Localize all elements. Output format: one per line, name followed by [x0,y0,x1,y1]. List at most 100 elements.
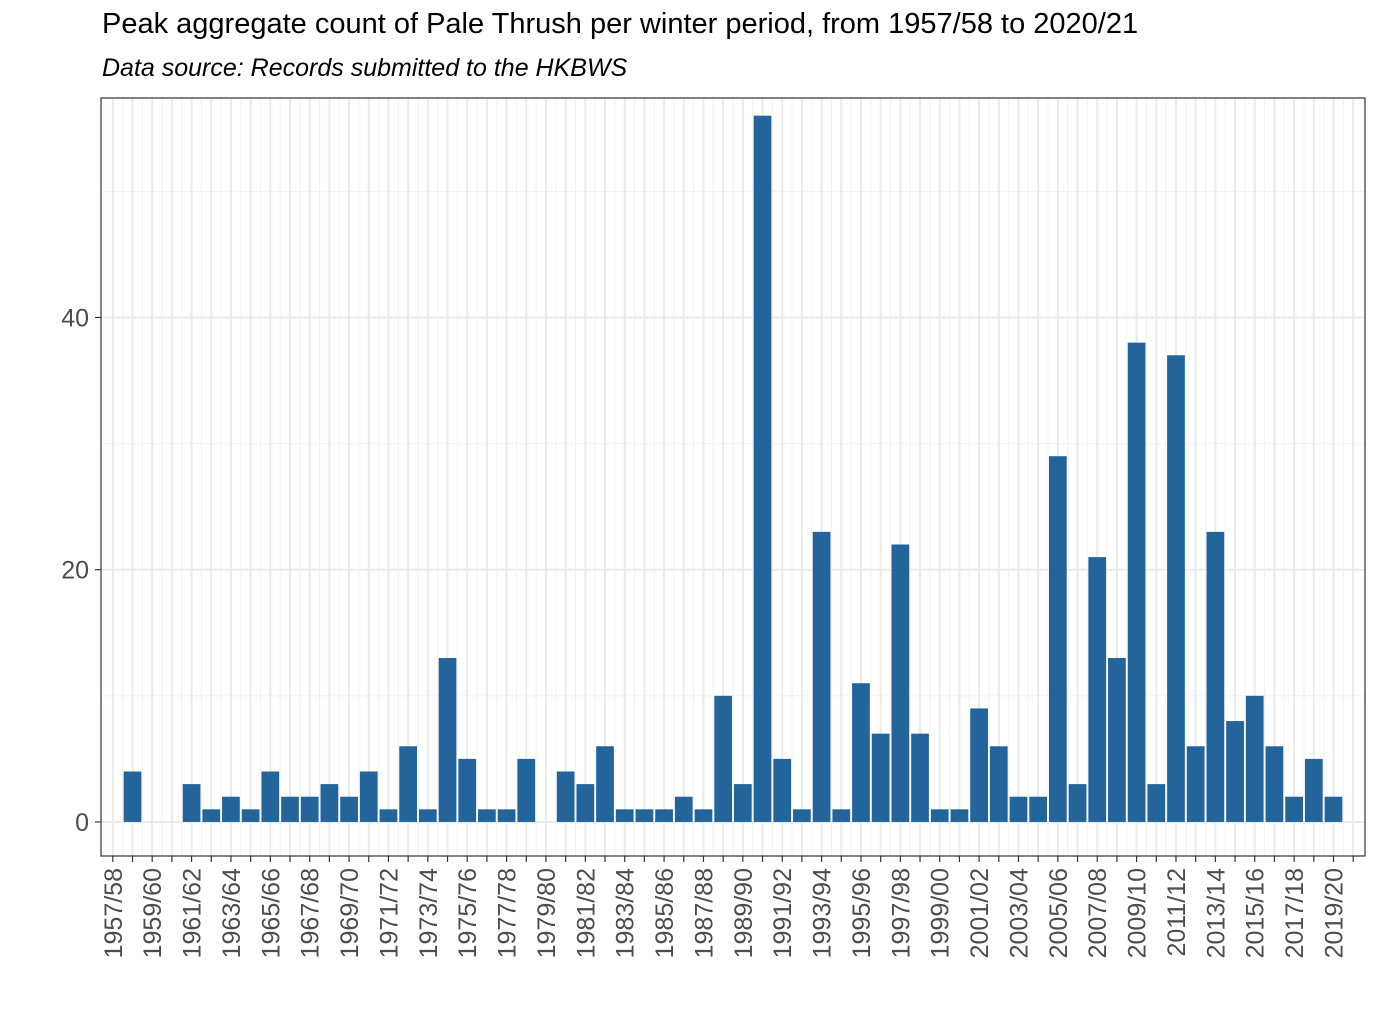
bar-1963/64 [222,796,240,822]
x-tick-label: 1961/62 [179,868,207,958]
bar-1978/79 [517,758,536,822]
x-tick-label: 1963/64 [218,868,246,958]
bar-2011/12 [1167,355,1185,822]
y-tick-label: 0 [75,809,89,837]
bar-1971/72 [379,809,398,822]
x-tick-label: 1995/96 [848,868,876,958]
bar-1976/77 [478,809,496,822]
bar-1974/75 [438,657,457,822]
x-tick-label: 1971/72 [375,868,403,958]
x-tick-label: 2019/20 [1320,868,1348,958]
bar-1961/62 [182,784,201,822]
bar-1973/74 [418,809,437,822]
bar-2003/04 [1009,796,1028,822]
bar-1966/67 [281,796,299,822]
bar-2006/07 [1068,784,1087,822]
bar-1968/69 [320,784,339,822]
bar-1964/65 [241,809,260,822]
x-tick-label: 1979/80 [533,868,561,958]
bar-2005/06 [1049,456,1067,822]
bar-1987/88 [694,809,713,822]
x-tick-label: 2005/06 [1045,868,1073,958]
bar-1983/84 [615,809,634,822]
bar-1967/68 [300,796,319,822]
x-tick-label: 1985/86 [651,868,679,958]
x-tick-label: 1991/92 [769,868,797,958]
x-tick-label: 1969/70 [336,868,364,958]
x-tick-label: 1959/60 [139,868,167,958]
x-tick-label: 1975/76 [454,868,482,958]
bar-2018/19 [1304,758,1323,822]
bar-2014/15 [1226,721,1244,822]
bar-2013/14 [1206,531,1225,822]
bar-2012/13 [1186,746,1205,822]
bar-1990/91 [753,115,772,822]
bar-2017/18 [1285,796,1303,822]
x-tick-label: 1993/94 [809,868,837,958]
bars [123,115,1343,822]
x-tick-label: 1999/00 [927,868,955,958]
x-tick-label: 2013/14 [1202,868,1230,958]
bar-1996/97 [871,733,890,822]
chart-title: Peak aggregate count of Pale Thrush per … [102,8,1139,40]
bar-1981/82 [576,784,595,822]
bar-1972/73 [399,746,417,822]
x-tick-label: 2009/10 [1124,868,1152,958]
y-tick-label: 40 [61,304,89,332]
x-tick-label: 1957/58 [100,868,128,958]
bar-1984/85 [635,809,654,822]
bar-1975/76 [458,758,477,822]
x-tick-label: 2015/16 [1242,868,1270,958]
bar-1999/00 [930,809,949,822]
plot-border [100,97,1366,857]
bar-1982/83 [596,746,614,822]
bar-2007/08 [1088,557,1107,822]
chart-subtitle: Data source: Records submitted to the HK… [102,54,628,82]
bar-1969/70 [340,796,358,822]
bar-2000/01 [950,809,969,822]
x-tick-label: 1977/78 [494,868,522,958]
bar-2001/02 [970,708,988,822]
bar-1991/92 [773,758,792,822]
x-tick-label: 1997/98 [887,868,915,958]
bar-1970/71 [359,771,378,822]
bar-1992/93 [793,809,811,822]
bar-1985/86 [655,809,673,822]
x-tick-label: 1973/74 [415,868,443,958]
bar-1993/94 [812,531,831,822]
x-tick-label: 2001/02 [966,868,994,958]
bar-2009/10 [1127,342,1146,822]
bar-2015/16 [1245,695,1264,822]
x-tick-label: 1983/84 [612,868,640,958]
bar-2002/03 [989,746,1008,822]
bar-1977/78 [497,809,516,822]
x-tick-label: 1965/66 [257,868,285,958]
x-tick-label: 2003/04 [1005,868,1033,958]
x-tick-label: 2017/18 [1281,868,1309,958]
bar-1997/98 [891,544,910,822]
x-tick-label: 1987/88 [690,868,718,958]
bar-1986/87 [674,796,693,822]
bar-1988/89 [714,695,733,822]
x-tick-label: 2011/12 [1163,868,1191,957]
x-tick-label: 2007/08 [1084,868,1112,958]
bar-1980/81 [556,771,575,822]
y-tick-label: 20 [61,557,89,585]
x-tick-label: 1989/90 [730,868,758,958]
bar-1998/99 [911,733,929,822]
bar-1965/66 [261,771,280,822]
bar-2008/09 [1108,657,1126,822]
bar-2004/05 [1029,796,1048,822]
bar-1962/63 [202,809,221,822]
x-tick-label: 1967/68 [297,868,325,958]
bar-1989/90 [733,784,752,822]
bar-1995/96 [852,683,870,822]
bar-2019/20 [1324,796,1343,822]
bar-1994/95 [832,809,851,822]
x-axis: 1957/58 1959/60 1961/62 1963/64 1965/66 1967/… [100,856,1354,958]
bar-2016/17 [1265,746,1284,822]
x-tick-label: 1981/82 [572,868,600,958]
bar-1958/59 [123,771,142,822]
bar-2010/11 [1147,784,1166,822]
